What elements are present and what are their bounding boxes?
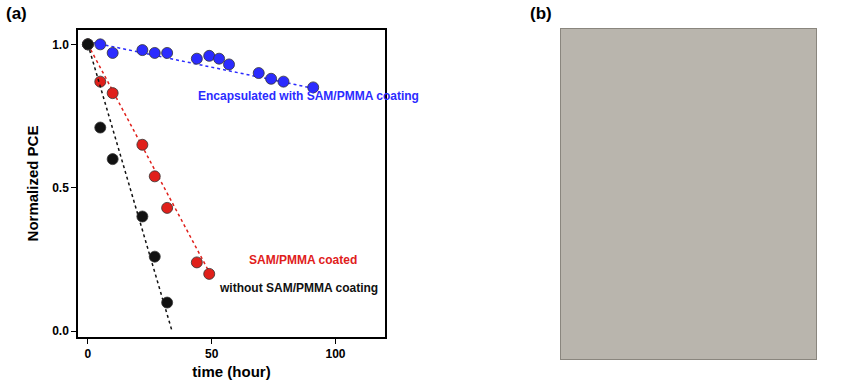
svg-text:1.0: 1.0 [52, 38, 69, 52]
svg-text:SAM/PMMA coated: SAM/PMMA coated [249, 253, 357, 267]
svg-text:100: 100 [325, 347, 345, 361]
svg-text:Normalized PCE: Normalized PCE [24, 126, 41, 242]
svg-text:50: 50 [205, 347, 219, 361]
svg-text:0.0: 0.0 [52, 324, 69, 338]
svg-text:without SAM/PMMA coating: without SAM/PMMA coating [219, 281, 378, 295]
svg-text:0: 0 [85, 347, 92, 361]
html-text:(b): (b) [530, 4, 552, 23]
svg-text:Encapsulated with SAM/PMMA coa: Encapsulated with SAM/PMMA coating [198, 89, 419, 103]
html-text:(a): (a) [6, 4, 27, 23]
svg-text:time (hour): time (hour) [192, 363, 270, 380]
svg-text:0.5: 0.5 [52, 181, 69, 195]
